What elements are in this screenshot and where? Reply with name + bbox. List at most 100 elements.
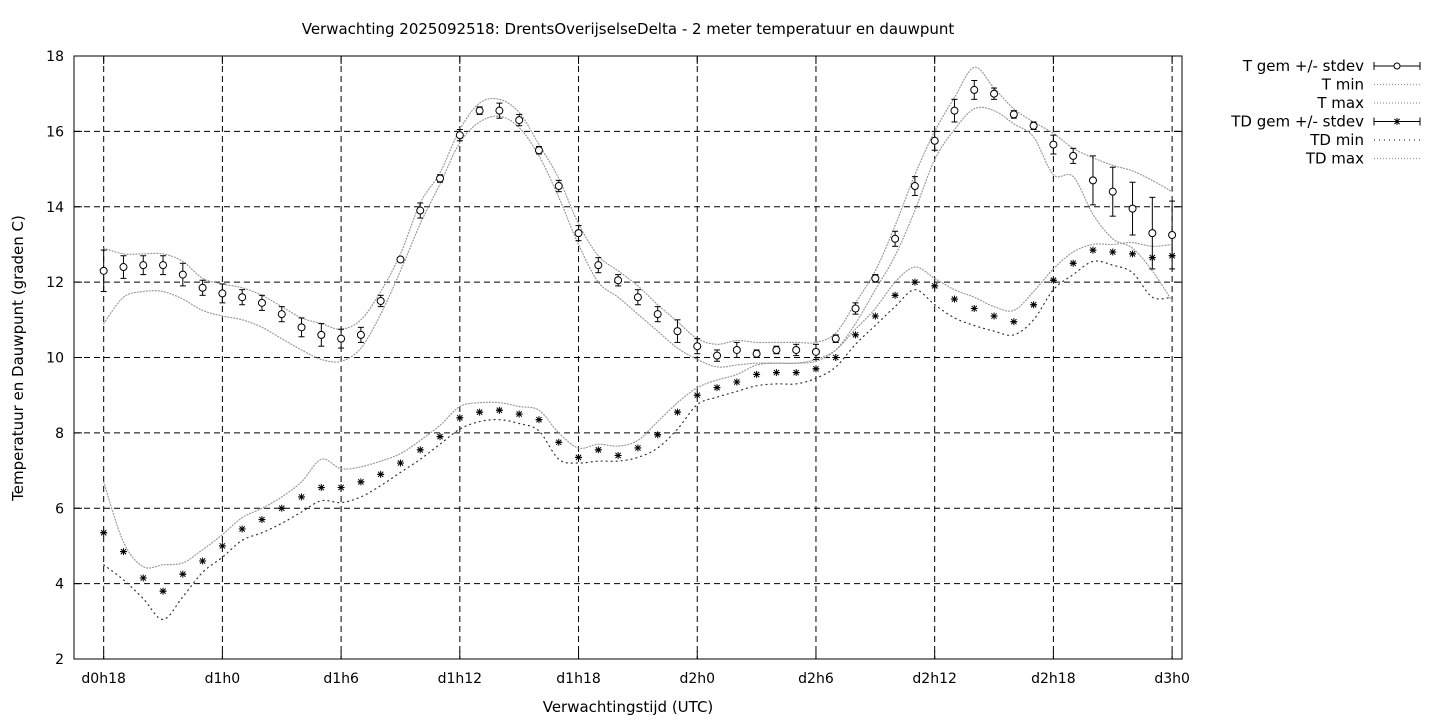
td-point	[119, 548, 127, 556]
circle-marker	[614, 276, 623, 285]
x-tick-label: d2h18	[1031, 671, 1075, 687]
td-point	[416, 446, 424, 454]
t-point	[99, 249, 108, 293]
td-point	[1089, 246, 1097, 254]
t-point	[1009, 110, 1018, 119]
t-point	[139, 255, 148, 276]
grid-layer	[74, 56, 1182, 659]
circle-marker	[376, 296, 385, 305]
circle-marker	[811, 347, 820, 356]
circle-marker	[515, 116, 524, 125]
circle-marker	[851, 304, 860, 313]
circle-marker	[218, 289, 227, 298]
star-marker	[258, 516, 265, 523]
star-marker	[239, 525, 246, 532]
star-marker	[179, 571, 186, 578]
t-point	[1088, 155, 1097, 206]
circle-marker	[653, 310, 662, 319]
star-marker	[694, 392, 701, 399]
td-point	[891, 291, 899, 299]
t-point	[1049, 134, 1058, 155]
circle-marker	[495, 106, 504, 115]
star-marker	[733, 379, 740, 385]
axis-ticks: d0h18 d1h0 d1h6 d1h12 d1h18 d2h0 d2h6 d2h12 d2h1…	[46, 49, 1190, 687]
t-point	[1148, 196, 1157, 270]
star-marker	[1129, 250, 1136, 257]
star-marker	[278, 505, 285, 512]
td-point	[852, 331, 860, 339]
t-point	[732, 341, 741, 358]
legend-label: T min	[1321, 76, 1364, 94]
circle-marker	[416, 206, 425, 215]
td-point	[950, 295, 958, 303]
td-point	[1010, 318, 1018, 326]
star-marker	[199, 558, 206, 564]
t-point	[1069, 147, 1078, 164]
circle-marker	[871, 274, 880, 283]
legend-label: TD max	[1305, 150, 1364, 168]
td-point	[317, 484, 325, 492]
star-marker	[397, 460, 404, 467]
td-point	[1168, 252, 1176, 260]
circle-marker	[970, 85, 979, 94]
star-marker	[496, 407, 503, 414]
legend-star-marker	[1394, 118, 1400, 125]
legend-label: T max	[1316, 94, 1364, 112]
t-point	[713, 349, 722, 362]
td-point	[733, 378, 741, 386]
star-marker	[773, 369, 780, 376]
td-point	[535, 416, 543, 424]
data-marks	[99, 79, 1177, 595]
x-tick-label: d1h6	[323, 671, 359, 687]
x-tick-label: d3h0	[1154, 671, 1190, 687]
circle-marker	[436, 174, 445, 183]
td-point	[832, 354, 840, 361]
circle-marker	[119, 263, 128, 272]
star-marker	[892, 292, 899, 299]
star-marker	[753, 371, 760, 378]
t-point	[633, 289, 642, 306]
circle-marker	[337, 334, 346, 343]
circle-marker	[178, 270, 187, 279]
td-point	[298, 493, 306, 501]
td-point	[772, 369, 780, 377]
t-point	[910, 176, 919, 196]
circle-marker	[159, 261, 168, 270]
star-marker	[971, 305, 978, 312]
t-point	[396, 255, 405, 264]
star-marker	[991, 313, 998, 320]
td-point	[258, 516, 266, 524]
t-point	[416, 202, 425, 219]
circle-marker	[277, 310, 286, 319]
td-point	[238, 525, 246, 533]
t-point	[772, 345, 781, 355]
legend-entry: TD min	[1309, 131, 1420, 149]
y-tick-label: 16	[46, 124, 64, 140]
t-point	[970, 79, 979, 100]
td-point	[812, 365, 820, 373]
star-marker	[120, 548, 127, 555]
y-tick-label: 2	[55, 652, 64, 668]
star-marker	[595, 446, 602, 453]
circle-marker	[792, 345, 801, 354]
td-point	[673, 408, 681, 416]
y-tick-label: 8	[55, 426, 64, 442]
td-point	[575, 453, 583, 461]
circle-marker	[1069, 151, 1078, 160]
star-marker	[654, 431, 661, 438]
legend-entry: T max	[1316, 94, 1420, 112]
t-point	[1029, 121, 1038, 130]
star-marker	[911, 279, 918, 286]
star-marker	[1169, 252, 1176, 259]
circle-marker	[990, 89, 999, 98]
x-tick-label: d2h12	[912, 671, 956, 687]
t-point	[277, 306, 286, 323]
circle-marker	[1148, 229, 1157, 238]
y-tick-label: 18	[46, 49, 64, 65]
t-point	[871, 274, 880, 283]
t-point	[475, 106, 484, 115]
td-point	[753, 370, 761, 378]
t-point	[534, 145, 543, 155]
